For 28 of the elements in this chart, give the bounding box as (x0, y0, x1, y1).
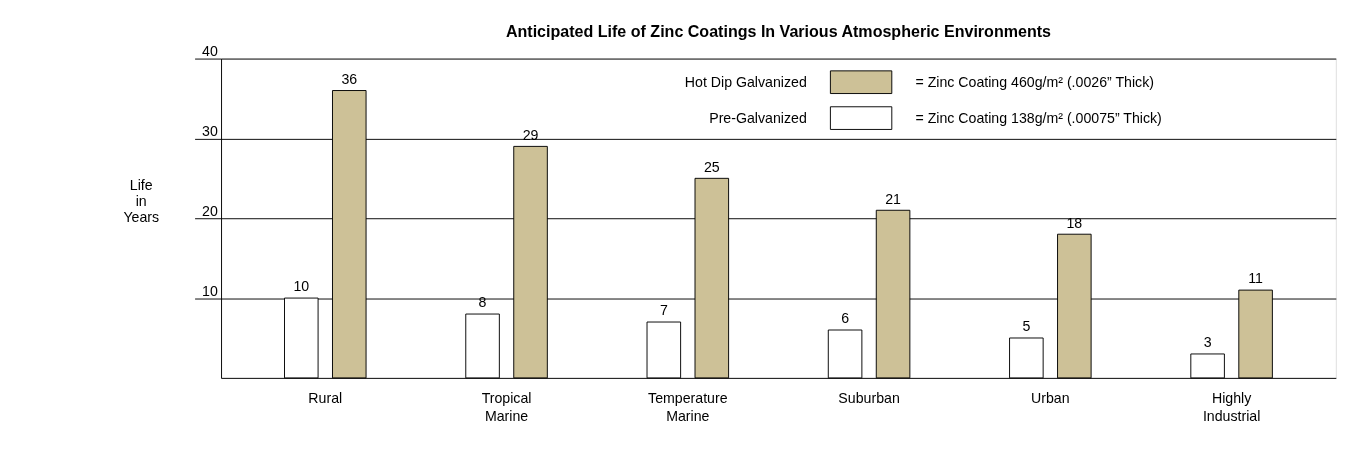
x-tick-label: Urban (1031, 389, 1070, 406)
annotation: = Zinc Coating 138g/m² (.00075” Thick) (915, 109, 1162, 126)
legend-label: Hot Dip Galvanized (684, 73, 807, 90)
annotation: = Zinc Coating 460g/m² (.0026” Thick) (915, 73, 1154, 90)
y-tick-label: 20 (202, 202, 218, 219)
data-label: 18 (1066, 214, 1083, 231)
data-label: 36 (341, 70, 358, 87)
y-tick-label: 40 (202, 43, 218, 60)
data-label: 8 (478, 294, 487, 311)
data-label: 29 (522, 126, 539, 143)
y-tick-label: 30 (202, 123, 218, 140)
legend-label: Pre-Galvanized (709, 109, 807, 126)
data-label: 21 (885, 190, 902, 207)
chart-title: Anticipated Life of Zinc Coatings In Various Atmospheric Environments (505, 21, 1052, 40)
x-tick-label: Temperature Marine (648, 389, 728, 424)
x-tick-label: Highly Industrial (1202, 389, 1261, 424)
x-tick-label: Tropical Marine (481, 389, 532, 424)
data-label: 25 (703, 158, 720, 175)
y-tick-label: 10 (202, 282, 218, 299)
data-label: 3 (1203, 334, 1212, 351)
x-tick-label: Rural (308, 389, 343, 406)
x-tick-label: Suburban (838, 389, 900, 406)
data-label: 5 (1022, 318, 1031, 335)
data-label: 7 (659, 302, 668, 319)
data-label: 11 (1248, 270, 1264, 287)
y-axis-title: Life in Years (123, 177, 160, 226)
data-label: 10 (293, 278, 310, 295)
data-label: 6 (841, 310, 850, 327)
